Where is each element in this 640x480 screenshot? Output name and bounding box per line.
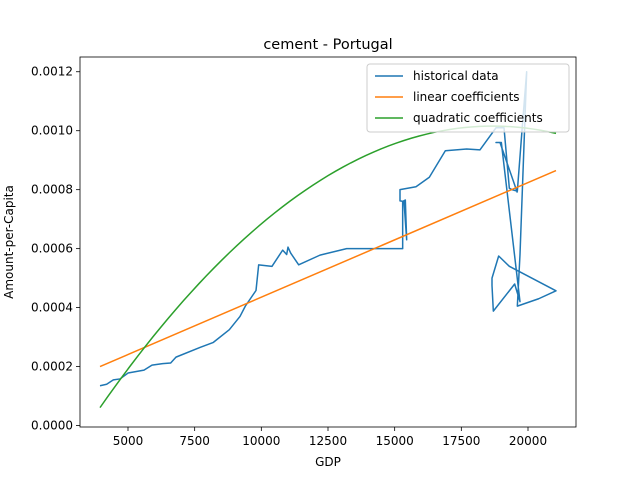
plot-frame (79, 56, 577, 428)
legend-label-quadratic: quadratic coefficients (413, 111, 543, 125)
y-tick-label: 0.0004 (31, 301, 73, 315)
x-tick-label: 10000 (242, 434, 280, 448)
y-tick-label: 0.0012 (31, 65, 73, 79)
y-axis: 0.0000 0.0002 0.0004 0.0006 0.0008 0.0010 0.00… (31, 65, 80, 433)
x-tick-label: 17500 (442, 434, 480, 448)
y-tick-label: 0.0006 (31, 242, 73, 256)
x-axis-label: GDP (315, 455, 341, 469)
x-tick-label: 20000 (509, 434, 547, 448)
x-tick-label: 12500 (309, 434, 347, 448)
x-tick-label: 15000 (376, 434, 414, 448)
y-tick-label: 0.0000 (31, 419, 73, 433)
linear-fit-line (99, 169, 557, 368)
legend: historical data linear coefficients quad… (366, 63, 570, 133)
historical-data-line (99, 70, 557, 387)
y-tick-label: 0.0002 (31, 360, 73, 374)
chart-title: cement - Portugal (263, 37, 392, 53)
x-tick-label: 7500 (179, 434, 210, 448)
legend-label-historical: historical data (413, 69, 499, 83)
y-tick-label: 0.0008 (31, 183, 73, 197)
legend-label-linear: linear coefficients (413, 90, 520, 104)
x-tick-label: 5000 (113, 434, 144, 448)
legend-box (366, 63, 570, 133)
x-axis: 5000 7500 10000 12500 15000 17500 20000 (113, 427, 547, 448)
y-tick-label: 0.0010 (31, 124, 73, 138)
y-axis-label: Amount-per-Capita (2, 185, 16, 299)
